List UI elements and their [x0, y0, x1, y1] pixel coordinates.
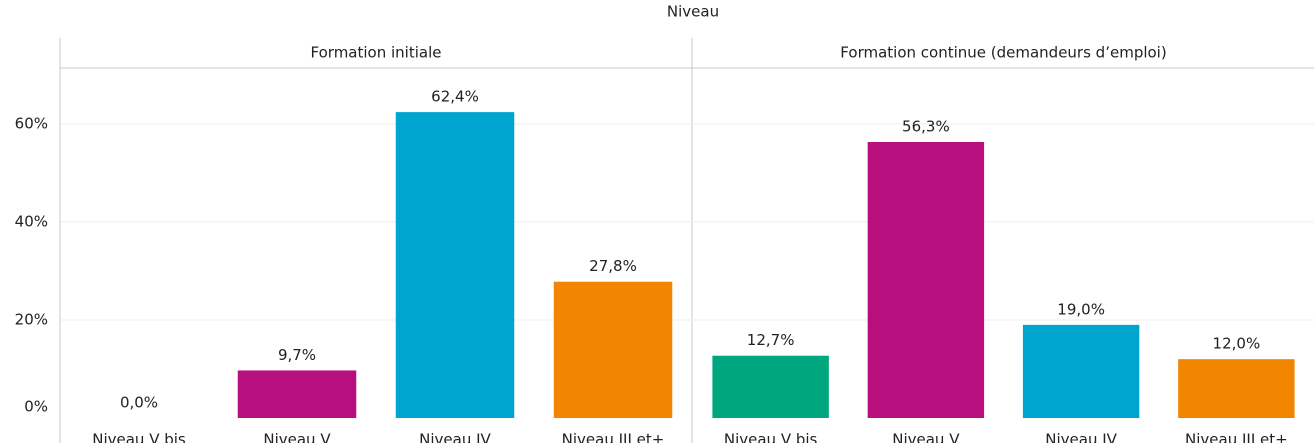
x-tick-label: Niveau III et+ [1185, 431, 1288, 443]
value-label: 27,8% [589, 257, 637, 275]
x-tick-label: Niveau V [263, 431, 331, 443]
bar [553, 281, 673, 418]
value-label: 0,0% [120, 394, 158, 412]
x-tick-label: Niveau IV [1045, 431, 1117, 443]
value-label: 12,0% [1213, 335, 1261, 353]
panel-title: Formation initiale [311, 44, 442, 62]
x-tick-label: Niveau V bis [92, 431, 186, 443]
x-tick-label: Niveau V bis [724, 431, 818, 443]
y-tick-label: 0% [24, 398, 48, 416]
x-tick-label: Niveau IV [419, 431, 491, 443]
x-tick-label: Niveau III et+ [562, 431, 665, 443]
x-tick-label: Niveau V [892, 431, 960, 443]
value-label: 56,3% [902, 118, 950, 136]
panel-title: Formation continue (demandeurs d’emploi) [840, 44, 1166, 62]
chart-title: Niveau [667, 3, 719, 21]
value-label: 19,0% [1057, 300, 1105, 318]
bar [1178, 359, 1295, 418]
bar [237, 370, 357, 418]
value-label: 12,7% [747, 331, 795, 349]
bar [1022, 324, 1140, 418]
bar [712, 355, 829, 418]
value-label: 62,4% [431, 88, 479, 106]
y-tick-label: 40% [15, 212, 48, 230]
y-tick-label: 20% [15, 310, 48, 328]
y-tick-label: 60% [15, 114, 48, 132]
bar [867, 142, 985, 419]
value-label: 9,7% [278, 346, 316, 364]
bar [395, 112, 515, 418]
